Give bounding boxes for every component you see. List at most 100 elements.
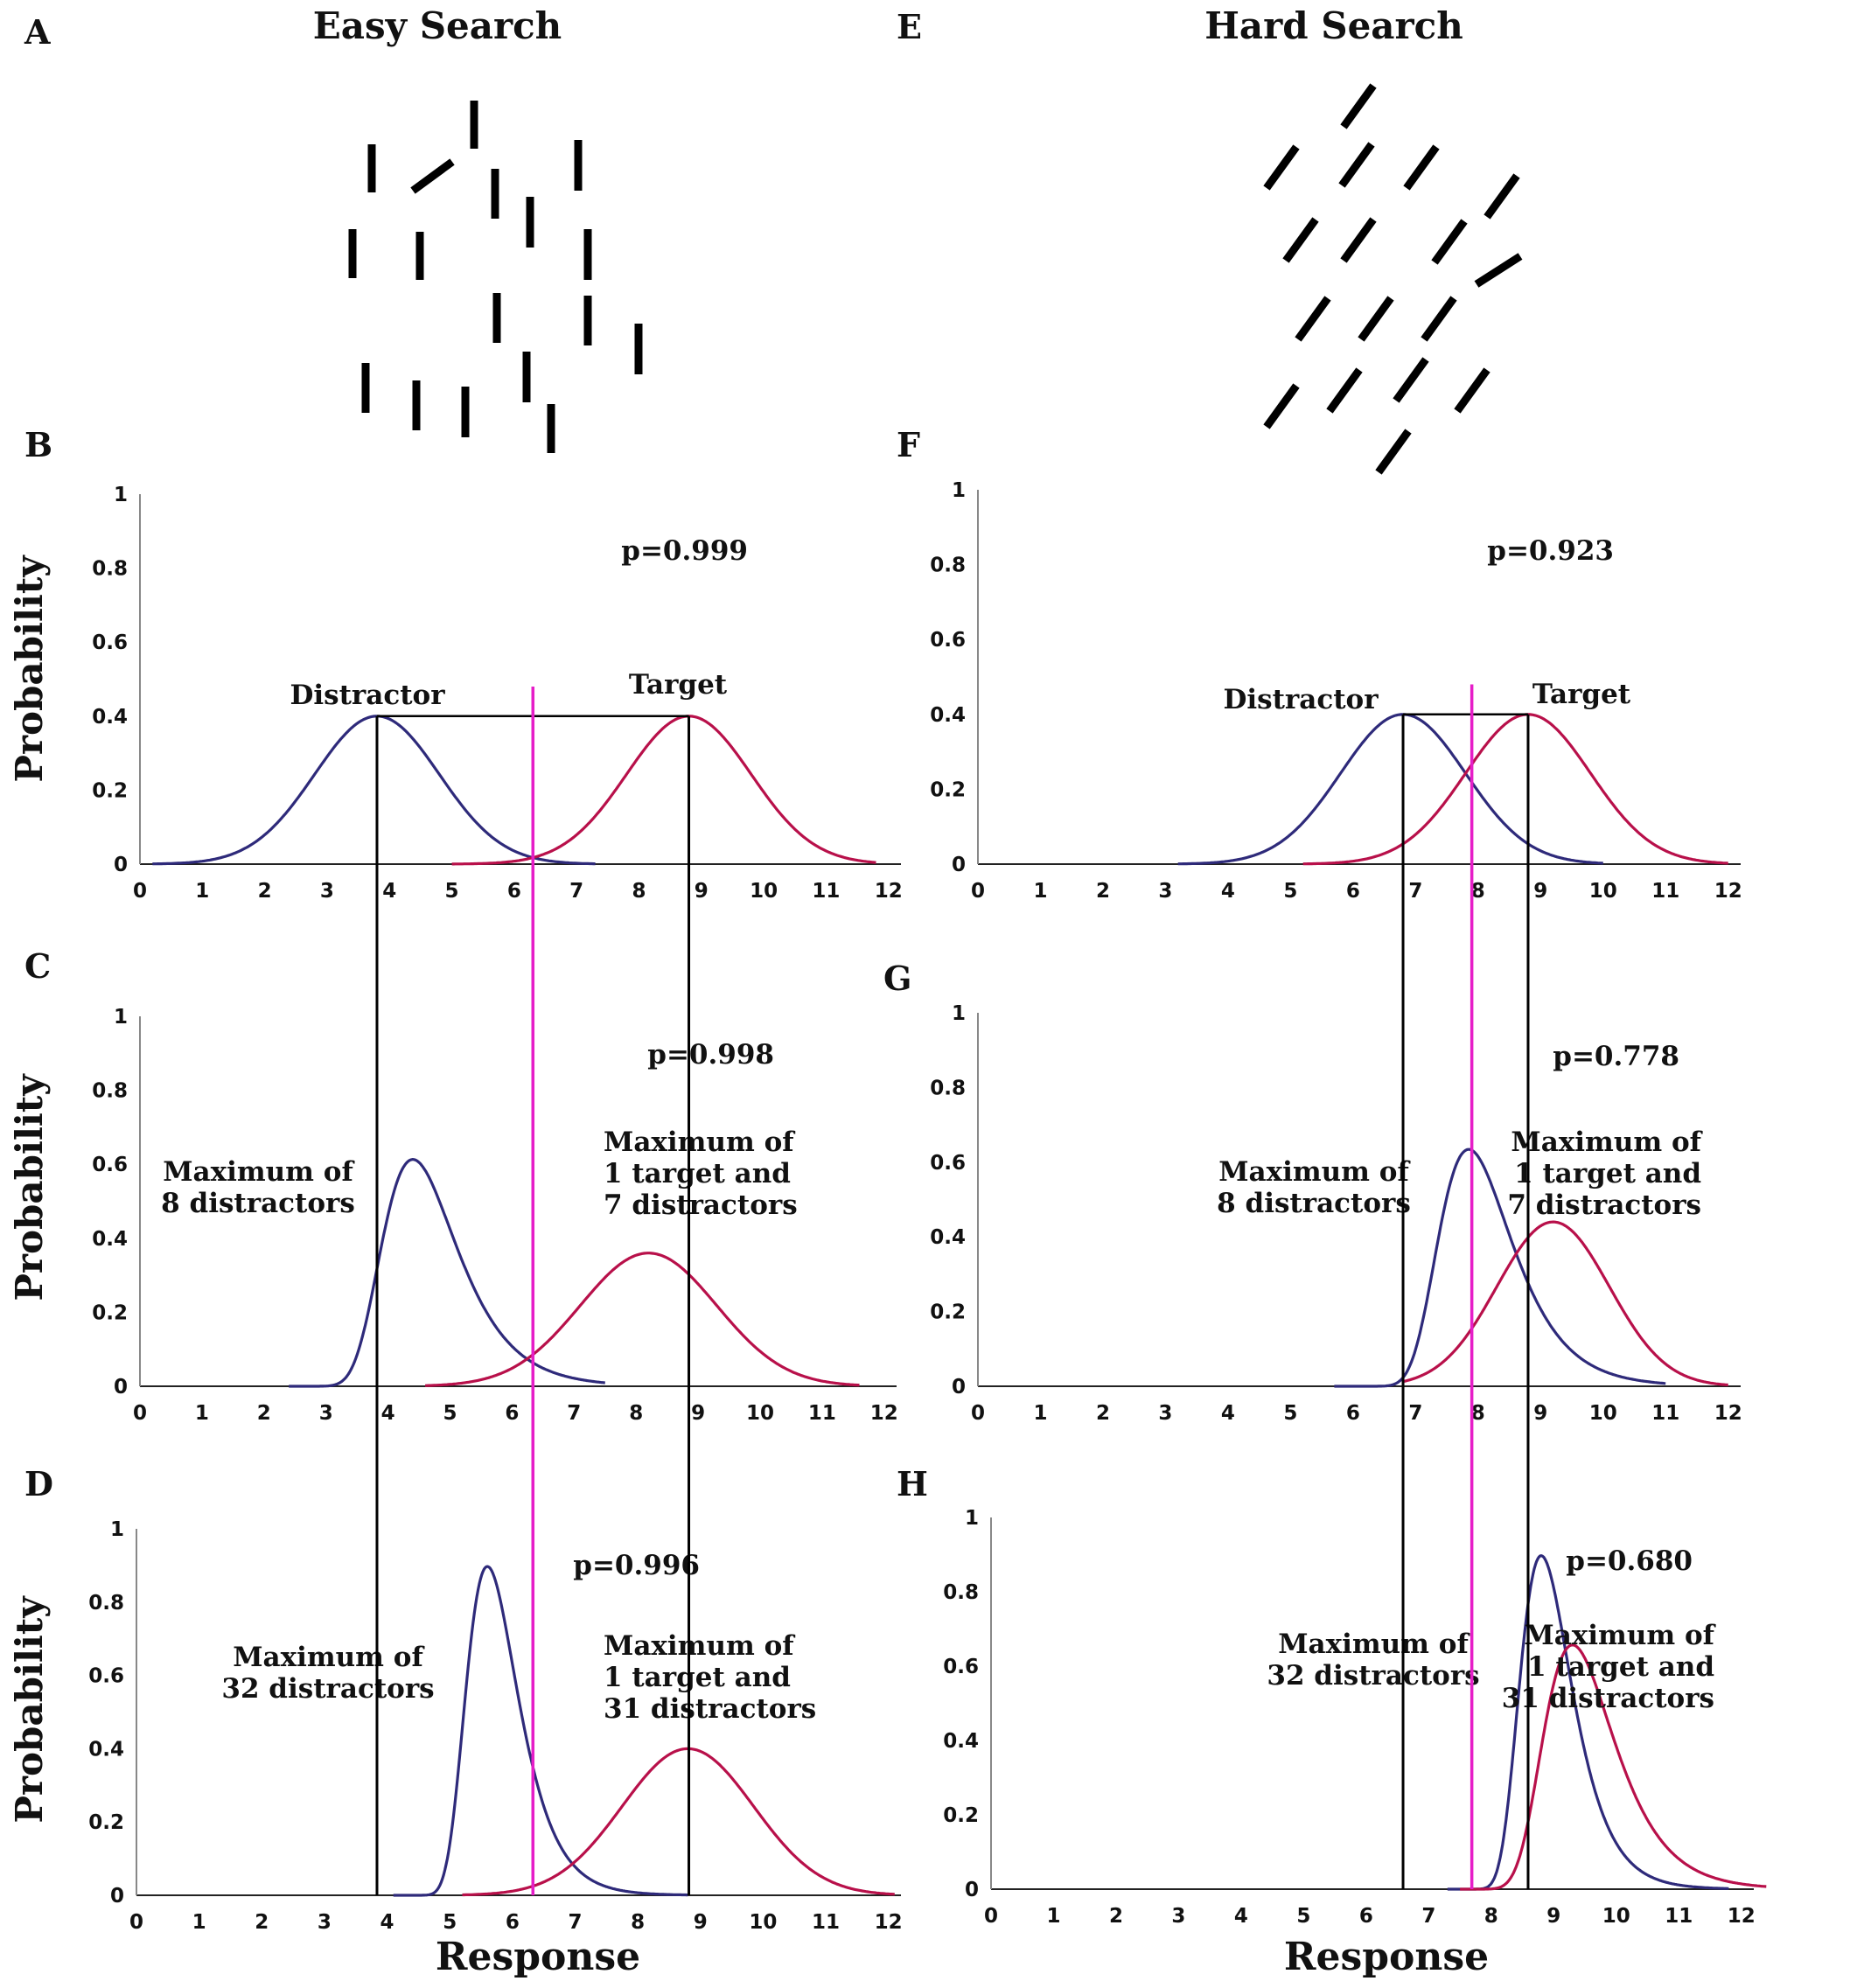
annotation-line: Maximum of <box>1278 1629 1470 1660</box>
target-bar <box>410 158 455 194</box>
x-tick-label: 5 <box>1283 880 1297 903</box>
x-tick-label: 6 <box>1359 1905 1373 1928</box>
annotation-line: Target <box>629 669 728 701</box>
annotation-line: Maximum of <box>1218 1156 1410 1188</box>
x-tick-label: 7 <box>567 1402 581 1425</box>
distractor-bar <box>1393 357 1429 403</box>
y-tick-label: 0.6 <box>930 1152 966 1175</box>
y-tick-label: 0 <box>952 854 966 876</box>
x-tick-label: 10 <box>749 1911 777 1934</box>
distractor-curve <box>393 1565 688 1897</box>
distractor-bar <box>1403 144 1440 191</box>
y-tick-label: 0.4 <box>88 1738 124 1761</box>
x-tick-label: 9 <box>1533 880 1547 903</box>
annotation-line: 8 distractors <box>161 1188 355 1219</box>
x-tick-label: 0 <box>971 880 985 903</box>
y-tick-label: 1 <box>965 1507 979 1530</box>
panel-f: 0 1 2 3 4 5 6 7 8 9 10 11 1200.20.40.60.81p=0.923Dis… <box>930 479 1742 903</box>
x-tick-label: 7 <box>1421 1905 1435 1928</box>
p-value-label: p=0.778 <box>1553 1041 1679 1072</box>
x-tick-label: 5 <box>443 1911 457 1934</box>
ylabel-c: Probability <box>8 1073 51 1301</box>
curve-annotation: Maximum of 1 target and 7 distractors <box>1507 1127 1702 1221</box>
x-tick-label: 12 <box>1728 1905 1756 1928</box>
panel-b: 0 1 2 3 4 5 6 7 8 9 10 11 1200.20.40.60.81p=0.999Dis… <box>92 484 902 903</box>
y-tick-label: 0 <box>952 1376 966 1399</box>
x-tick-label: 2 <box>1096 880 1110 903</box>
distractor-bar <box>1358 296 1394 342</box>
p-value-label: p=0.996 <box>573 1550 700 1581</box>
x-tick-label: 2 <box>257 1402 271 1425</box>
x-tick-label: 3 <box>318 1911 332 1934</box>
x-tick-label: 1 <box>195 880 209 903</box>
panel-letter-g: G <box>883 959 911 998</box>
distractor-curve <box>289 1157 605 1388</box>
x-tick-label: 3 <box>1158 1402 1172 1425</box>
target-bar <box>1474 253 1523 288</box>
x-tick-label: 7 <box>568 1911 582 1934</box>
y-tick-label: 0.2 <box>943 1804 979 1827</box>
xlabel-d: Response <box>436 1935 640 1979</box>
p-value-label: p=0.999 <box>621 535 748 567</box>
x-tick-label: 6 <box>506 1911 520 1934</box>
y-tick-label: 1 <box>952 1002 966 1025</box>
x-tick-label: 4 <box>380 1911 394 1934</box>
p-value-label: p=0.680 <box>1566 1545 1693 1577</box>
x-tick-label: 5 <box>1296 1905 1310 1928</box>
y-tick-label: 0.4 <box>930 1226 966 1249</box>
curve-annotation: Maximum of 8 distractors <box>161 1156 355 1219</box>
distractor-curve <box>1447 1554 1729 1891</box>
annotation-line: Maximum of <box>1511 1127 1702 1158</box>
x-tick-label: 3 <box>1171 1905 1185 1928</box>
x-tick-label: 8 <box>1471 1402 1485 1425</box>
x-tick-label: 1 <box>1033 880 1047 903</box>
x-tick-label: 6 <box>505 1402 519 1425</box>
annotation-line: 1 target and <box>604 1662 791 1693</box>
target-curve <box>462 1747 895 1897</box>
x-tick-label: 11 <box>1665 1905 1693 1928</box>
target-curve <box>425 1252 860 1387</box>
x-tick-label: 3 <box>1158 880 1172 903</box>
distractor-bar <box>1483 173 1520 220</box>
x-tick-label: 0 <box>133 1402 147 1425</box>
x-tick-label: 2 <box>258 880 272 903</box>
y-tick-label: 0 <box>110 1885 124 1908</box>
y-tick-label: 1 <box>114 484 128 506</box>
annotation-line: Maximum of <box>163 1156 354 1188</box>
annotation-line: Distractor <box>1223 684 1379 715</box>
x-tick-label: 12 <box>875 1911 903 1934</box>
y-tick-label: 0.8 <box>92 1080 128 1103</box>
x-tick-label: 0 <box>129 1911 143 1934</box>
x-tick-label: 11 <box>1651 880 1679 903</box>
panel-letter-b: B <box>24 425 52 464</box>
annotation-line: 7 distractors <box>604 1189 798 1221</box>
annotation-line: Maximum of <box>604 1630 795 1662</box>
distractor-curve <box>152 715 596 866</box>
distractor-bar <box>1340 217 1377 263</box>
x-tick-label: 10 <box>1589 880 1617 903</box>
annotation-line: 32 distractors <box>221 1673 434 1705</box>
distractor-bar <box>1421 296 1457 342</box>
y-tick-label: 0 <box>965 1879 979 1901</box>
y-tick-label: 0.4 <box>943 1730 979 1753</box>
curve-annotation: Maximum of 1 target and 7 distractors <box>604 1127 798 1221</box>
target-curve <box>451 715 876 866</box>
y-tick-label: 0.8 <box>943 1581 979 1604</box>
x-tick-label: 9 <box>691 1402 705 1425</box>
x-tick-label: 6 <box>507 880 521 903</box>
panel-h: 0 1 2 3 4 5 6 7 8 9 10 11 1200.20.40.60.81p=0.680Max… <box>943 1507 1767 1928</box>
x-tick-label: 4 <box>1221 1402 1235 1425</box>
distractor-bar <box>1282 217 1319 263</box>
panel-letter-e: E <box>897 7 922 46</box>
x-tick-label: 7 <box>569 880 583 903</box>
y-tick-label: 0 <box>114 854 128 876</box>
x-tick-label: 4 <box>382 880 396 903</box>
annotation-line: 8 distractors <box>1217 1188 1411 1219</box>
x-tick-label: 1 <box>195 1402 209 1425</box>
target-curve <box>1402 1220 1728 1387</box>
x-tick-label: 2 <box>1109 1905 1123 1928</box>
x-tick-label: 12 <box>1714 880 1742 903</box>
y-tick-label: 0.4 <box>92 1228 128 1251</box>
y-tick-label: 0.8 <box>92 558 128 581</box>
x-tick-label: 9 <box>1546 1905 1560 1928</box>
